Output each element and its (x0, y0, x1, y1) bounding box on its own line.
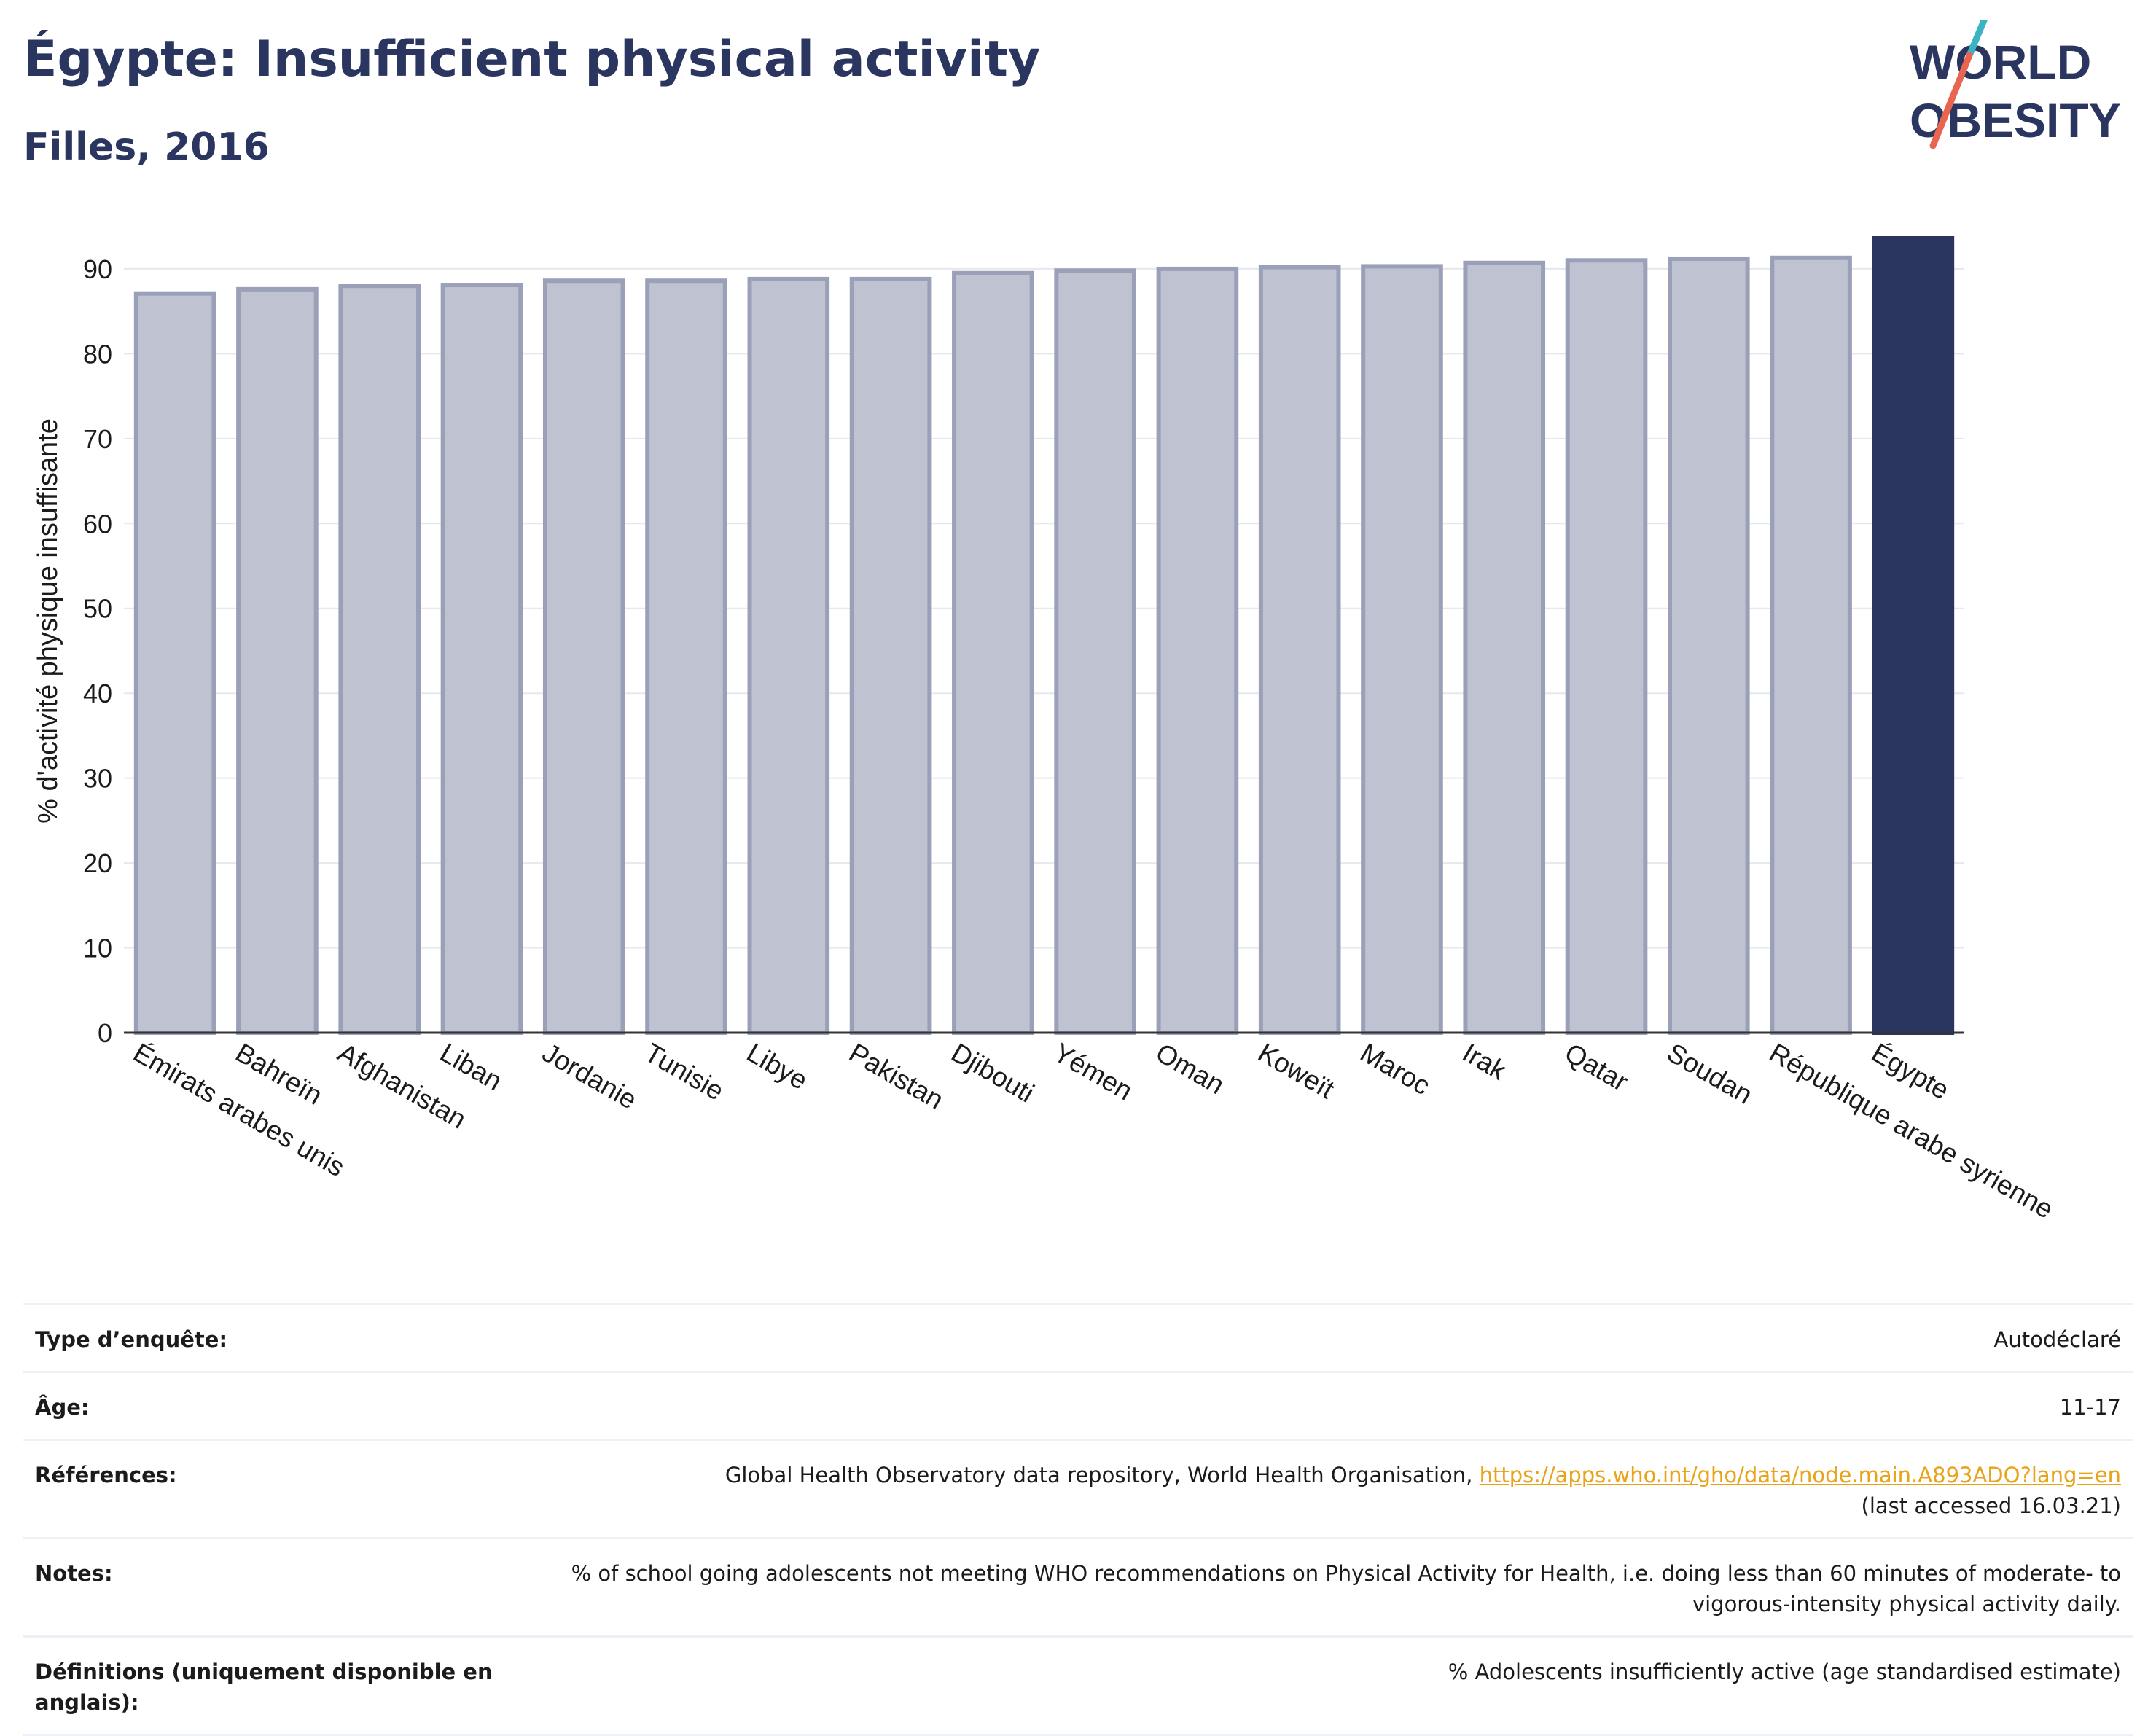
bar (1361, 264, 1443, 1036)
x-tick-label: Soudan (1662, 1037, 1757, 1109)
y-tick-label: 80 (83, 339, 112, 369)
bar (1463, 260, 1546, 1035)
reference-accessed: (last accessed 16.03.21) (1861, 1493, 2121, 1518)
meta-row-age: Âge: 11-17 (23, 1371, 2133, 1439)
bar (1565, 258, 1648, 1035)
chart-bars (133, 236, 1955, 1036)
y-tick-label: 40 (83, 679, 112, 708)
bar (133, 291, 216, 1035)
x-tick-label: Djibouti (946, 1037, 1039, 1108)
bar (236, 286, 319, 1036)
bar (849, 276, 932, 1035)
bar (1156, 266, 1239, 1035)
x-tick-label: Maroc (1355, 1037, 1435, 1100)
meta-value: 11-17 (2059, 1395, 2121, 1420)
meta-label: Notes: (35, 1561, 113, 1586)
meta-value: Global Health Observatory data repositor… (725, 1460, 2121, 1521)
bar (952, 270, 1034, 1035)
meta-value: Autodéclaré (1993, 1327, 2121, 1352)
bar (645, 278, 727, 1036)
y-tick-label: 70 (83, 424, 112, 454)
world-obesity-logo: WORLD OBESITY (1895, 20, 2143, 159)
bar (1258, 265, 1341, 1036)
meta-row-notes: Notes: % of school going adolescents not… (23, 1537, 2133, 1635)
x-tick-label: Pakistan (844, 1037, 948, 1114)
bar (338, 284, 421, 1036)
x-tick-label: Libye (742, 1037, 813, 1095)
page-title: Égypte: Insufficient physical activity (23, 31, 1041, 88)
logo-slash-coral (1929, 52, 1973, 149)
x-tick-label: Jordanie (537, 1037, 641, 1114)
x-tick-label: Yémen (1049, 1037, 1138, 1106)
y-axis-label: % d'activité physique insuffisante (33, 418, 63, 824)
x-tick-label: Koweït (1253, 1037, 1340, 1104)
y-tick-label: 30 (83, 764, 112, 794)
bar (1054, 268, 1136, 1035)
y-tick-label: 50 (83, 594, 112, 624)
x-tick-label: Qatar (1560, 1037, 1633, 1097)
y-tick-label: 60 (83, 509, 112, 539)
bar (1770, 255, 1852, 1035)
logo-line1: WORLD (1910, 35, 2091, 89)
reference-link[interactable]: https://apps.who.int/gho/data/node.main.… (1479, 1463, 2121, 1487)
x-tick-label: Irak (1458, 1037, 1512, 1086)
page-subtitle: Filles, 2016 (23, 125, 270, 169)
x-tick-label: Liban (435, 1037, 507, 1096)
meta-label: Type d’enquête: (35, 1327, 228, 1352)
y-tick-label: 10 (83, 934, 112, 963)
reference-text: Global Health Observatory data repositor… (724, 1463, 1480, 1487)
bar (1668, 256, 1750, 1035)
meta-row-survey-type: Type d’enquête: Autodéclaré (23, 1303, 2133, 1371)
y-tick-label: 20 (83, 848, 112, 878)
bar (1872, 236, 1955, 1035)
meta-value: % Adolescents insufficiently active (age… (1448, 1659, 2121, 1684)
meta-row-definitions: Définitions (uniquement disponible en an… (23, 1635, 2133, 1736)
metadata-table: Type d’enquête: Autodéclaré Âge: 11-17 R… (23, 1303, 2133, 1736)
bar-chart: 0 10 20 30 40 50 60 70 80 90 Émirats arabes unisB… (33, 236, 2058, 1224)
meta-label: Définitions (uniquement disponible en an… (35, 1659, 493, 1715)
chart-gridlines (124, 267, 1964, 949)
x-tick-label: Oman (1151, 1037, 1230, 1100)
y-tick-label: 90 (83, 254, 112, 284)
meta-row-references: Références: Global Health Observatory da… (23, 1439, 2133, 1537)
meta-value: % of school going adolescents not meetin… (571, 1561, 2121, 1616)
x-tick-label: Tunisie (640, 1037, 730, 1106)
y-tick-label: 0 (98, 1018, 112, 1048)
bar (542, 278, 625, 1036)
meta-label: Références: (35, 1463, 177, 1487)
logo-slash-teal (1966, 20, 1988, 59)
y-tick-labels: 0 10 20 30 40 50 60 70 80 90 (83, 254, 112, 1048)
bar (440, 283, 523, 1035)
meta-label: Âge: (35, 1395, 90, 1420)
bar (747, 276, 830, 1035)
